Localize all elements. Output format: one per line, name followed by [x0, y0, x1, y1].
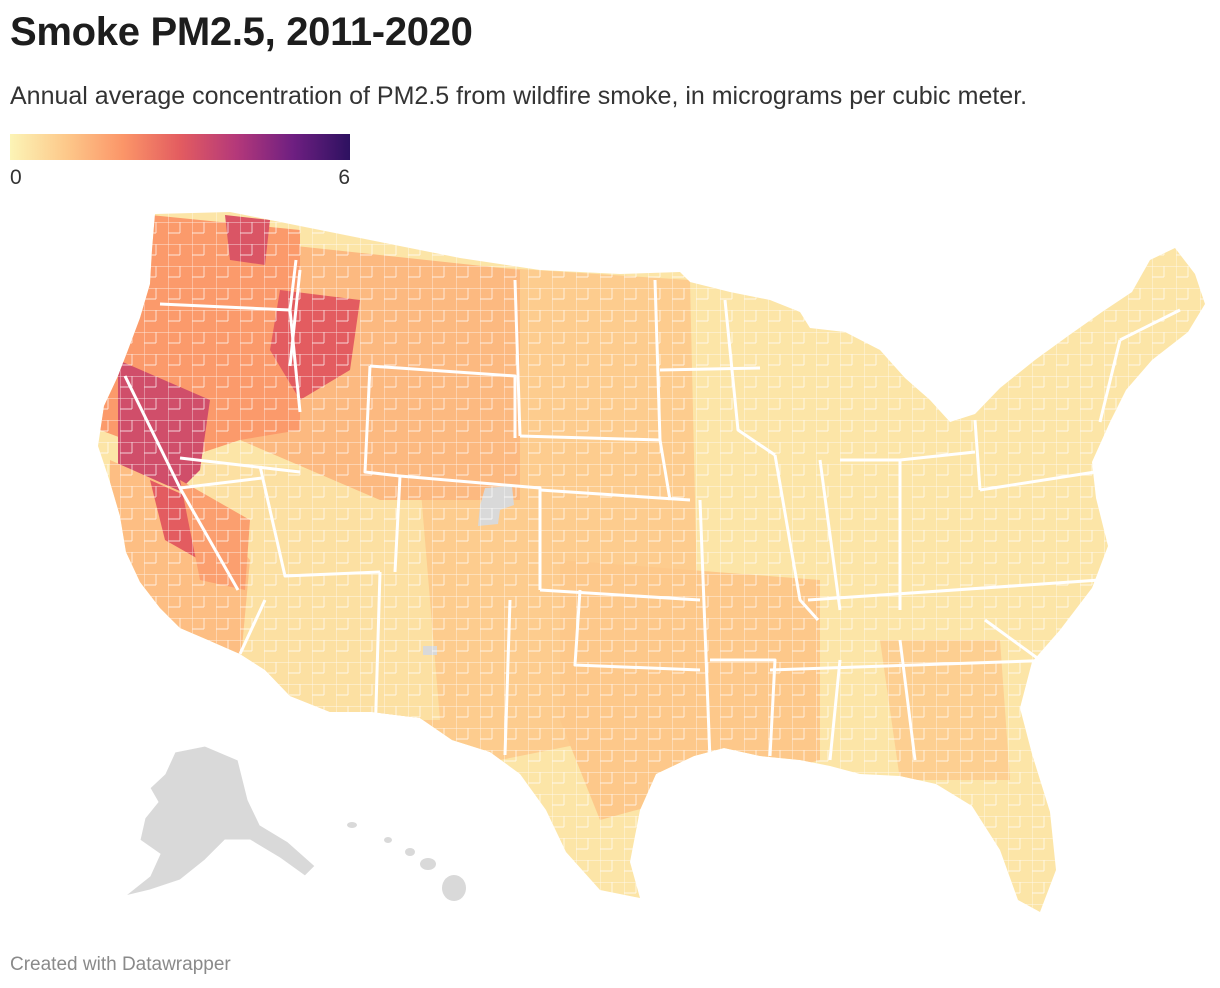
state-border-line — [973, 419, 982, 491]
state-border-line — [258, 465, 381, 578]
state-border-line — [807, 578, 1101, 602]
state-border-line — [1119, 308, 1181, 342]
state-border-line — [818, 459, 842, 611]
state-border-line — [698, 499, 712, 761]
state-border-line — [979, 470, 1096, 492]
state-border-line — [369, 364, 517, 438]
state-border-line — [828, 659, 842, 761]
state-border-line — [179, 456, 301, 474]
state-border-line — [399, 474, 542, 590]
state-border-line — [898, 639, 917, 761]
chart-subtitle: Annual average concentration of PM2.5 fr… — [10, 82, 1028, 110]
chart-title: Smoke PM2.5, 2011-2020 — [10, 10, 473, 54]
alaska-shape — [124, 745, 316, 897]
state-border-line — [288, 309, 302, 413]
non-contiguous-states — [124, 745, 466, 901]
state-border-line — [519, 434, 661, 442]
state-border-line — [773, 454, 820, 622]
hawaii-island — [347, 822, 357, 828]
hawaii-island — [420, 858, 436, 870]
legend-gradient-bar — [10, 134, 350, 160]
state-border-line — [984, 618, 1041, 662]
hawaii-island — [405, 848, 415, 856]
hawaii-island — [442, 875, 466, 901]
state-border-line — [710, 658, 777, 757]
state-border-line — [373, 571, 382, 741]
state-border-line — [659, 366, 761, 372]
state-border-line — [769, 658, 1061, 672]
state-border-line — [513, 279, 522, 437]
state-border-line — [899, 450, 976, 462]
state-border-line — [503, 599, 512, 756]
state-border-line — [539, 488, 691, 502]
hawaii-island — [384, 837, 392, 843]
state-border-line — [539, 588, 701, 602]
state-border-line — [288, 269, 302, 367]
legend-min-label: 0 — [10, 166, 22, 189]
state-border-line — [723, 299, 776, 457]
state-border-line — [238, 599, 267, 655]
state-border-line — [1098, 339, 1122, 423]
state-border-line — [573, 589, 701, 672]
state-border-line — [179, 476, 263, 490]
datawrapper-credit: Created with Datawrapper — [10, 954, 231, 975]
us-county-map — [98, 212, 1205, 912]
legend-max-label: 6 — [338, 166, 350, 189]
color-legend: 0 6 — [10, 134, 350, 190]
state-borders — [123, 259, 1181, 761]
state-border-line — [363, 365, 402, 573]
